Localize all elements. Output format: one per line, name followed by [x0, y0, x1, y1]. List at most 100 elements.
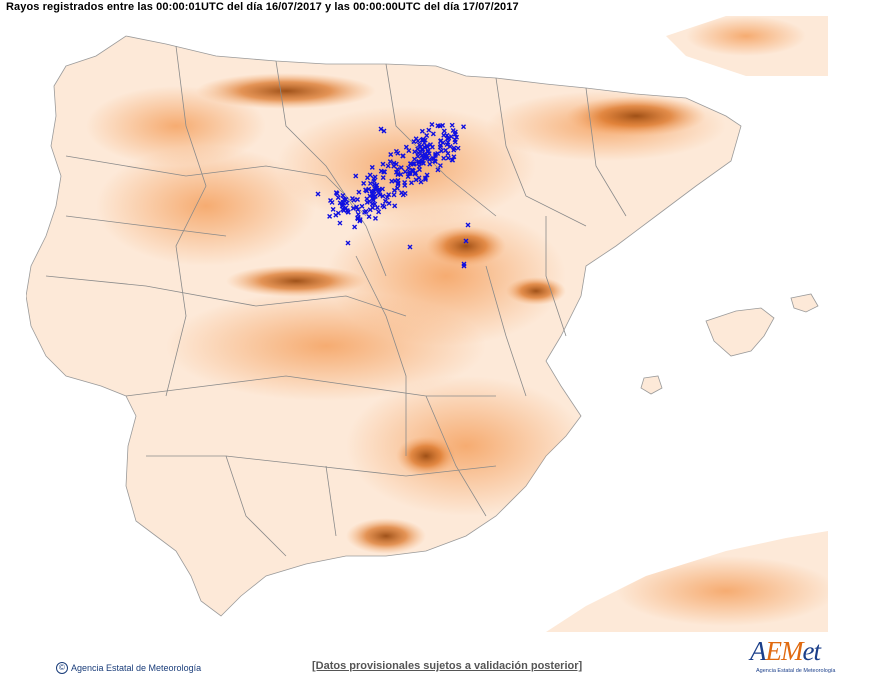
lightning-strike-marker	[395, 171, 401, 177]
lightning-strike-marker	[408, 180, 414, 186]
lightning-strike-marker	[438, 142, 444, 148]
lightning-strike-marker	[385, 163, 391, 169]
lightning-strike-marker	[387, 159, 393, 165]
lightning-strike-marker	[327, 213, 333, 219]
lightning-strike-marker	[381, 204, 387, 210]
lightning-strike-marker	[449, 122, 455, 128]
lightning-strike-marker	[406, 165, 412, 171]
lightning-strike-marker	[412, 156, 418, 162]
lightning-strike-marker	[420, 137, 426, 143]
lightning-strike-marker	[380, 175, 386, 181]
lightning-strike-marker	[395, 150, 401, 156]
lightning-strike-marker	[426, 157, 432, 163]
lightning-strike-marker	[465, 222, 471, 228]
lightning-strike-marker	[452, 129, 458, 135]
aemet-logo-letters-et: et	[802, 636, 820, 666]
lightning-strike-marker	[369, 201, 375, 207]
lightning-strike-marker	[407, 244, 413, 250]
lightning-strike-marker	[371, 182, 377, 188]
lightning-strike-marker	[419, 158, 425, 164]
lightning-strike-marker	[363, 187, 369, 193]
copyright-text: Agencia Estatal de Meteorología	[71, 663, 202, 673]
aemet-logo: AEMet Agencia Estatal de Meteorología	[748, 634, 836, 680]
lightning-strike-marker	[427, 142, 433, 148]
lightning-strike-marker	[427, 161, 433, 167]
lightning-strike-marker	[372, 215, 378, 221]
lightning-strike-marker	[416, 163, 422, 169]
lightning-strike-marker	[392, 203, 398, 209]
lightning-strike-marker	[371, 188, 377, 194]
lightning-strike-marker	[402, 169, 408, 175]
lightning-strike-marker	[357, 218, 363, 224]
lightning-strike-marker	[444, 142, 450, 148]
lightning-strike-marker	[345, 209, 351, 215]
lightning-strike-marker	[443, 147, 449, 153]
lightning-strike-marker	[376, 188, 382, 193]
copyright-icon: ©	[56, 662, 68, 674]
lightning-strike-marker	[364, 196, 370, 202]
lightning-strike-marker	[449, 157, 455, 163]
lightning-strike-marker	[337, 220, 343, 226]
lightning-strike-marker	[330, 206, 336, 212]
lightning-strike-marker	[381, 128, 387, 134]
lightning-strike-marker	[382, 198, 388, 204]
provisional-data-disclaimer: [Datos provisionales sujetos a validació…	[312, 660, 583, 672]
lightning-strike-marker	[430, 131, 436, 137]
lightning-strike-marker	[435, 151, 441, 156]
lightning-strike-marker	[369, 164, 375, 170]
lightning-strike-marker	[418, 179, 424, 185]
lightning-strike-marker	[345, 240, 351, 246]
lightning-strike-marker	[399, 190, 405, 196]
lightning-strike-marker	[419, 147, 425, 153]
aemet-logo-subtitle: Agencia Estatal de Meteorología	[756, 668, 836, 674]
lightning-strike-marker	[356, 189, 362, 195]
lightning-strike-marker	[362, 209, 368, 215]
lightning-strike-marker	[422, 151, 428, 157]
lightning-strike-marker	[426, 151, 432, 157]
lightning-strike-marker	[416, 158, 422, 164]
lightning-strike-marker	[417, 148, 423, 154]
lightning-strike-marker	[424, 133, 430, 139]
aemet-logo-wordmark: AEMet	[750, 636, 821, 667]
lightning-strike-marker	[355, 197, 361, 203]
lightning-strike-marker	[437, 163, 443, 169]
lightning-strike-marker	[344, 200, 350, 206]
lightning-strike-marker	[367, 180, 373, 186]
lightning-strike-marker	[340, 199, 346, 205]
lightning-strike-marker	[444, 136, 450, 142]
lightning-strike-marker	[349, 196, 355, 202]
lightning-strike-marker	[438, 138, 444, 144]
lightning-strike-marker	[378, 126, 384, 132]
lightning-strike-marker	[420, 160, 426, 166]
lightning-strike-marker	[463, 238, 469, 244]
lightning-strike-marker	[415, 138, 421, 144]
lightning-strike-marker	[392, 178, 398, 184]
lightning-strike-marker	[447, 143, 453, 149]
lightning-strike-marker	[384, 194, 390, 200]
lightning-strike-marker	[388, 152, 394, 158]
lightning-strike-marker	[410, 168, 416, 174]
aemet-logo-letters-em: EM	[765, 636, 804, 666]
lightning-map	[26, 16, 828, 632]
lightning-strike-marker	[335, 195, 341, 201]
lightning-strike-marker	[366, 214, 372, 220]
lightning-strike-marker	[441, 155, 447, 161]
lightning-strike-marker	[429, 122, 435, 128]
lightning-strike-marker	[355, 211, 361, 217]
lightning-strike-marker	[424, 172, 430, 178]
lightning-strike-marker	[461, 263, 467, 269]
lightning-strike-marker	[398, 165, 404, 171]
aemet-logo-letter-a: A	[750, 636, 766, 666]
lightning-strike-marker	[381, 169, 387, 175]
lightning-strike-marker	[394, 185, 400, 191]
lightning-strike-marker	[386, 192, 392, 198]
lightning-strike-marker	[451, 145, 457, 151]
lightning-strike-marker	[328, 197, 334, 203]
lightning-strike-marker	[419, 128, 425, 134]
lightning-strikes	[315, 122, 471, 269]
lightning-strike-marker	[435, 167, 441, 173]
lightning-strike-marker	[445, 155, 451, 161]
lightning-strike-marker	[340, 193, 346, 199]
lightning-strike-marker	[416, 175, 422, 181]
lightning-strike-marker	[370, 205, 376, 211]
